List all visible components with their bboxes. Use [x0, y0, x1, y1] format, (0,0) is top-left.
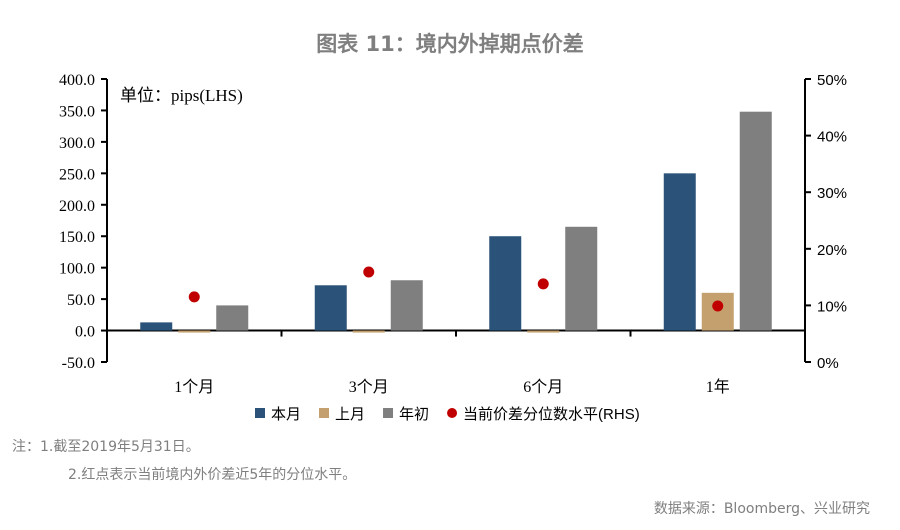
bar-年初-6个月: [565, 226, 598, 331]
category-label: 6个月: [523, 378, 563, 396]
dot-6个月: [537, 278, 549, 290]
legend-label: 当前价差分位数水平(RHS): [463, 406, 640, 423]
source-note: 数据来源：Bloomberg、兴业研究: [653, 501, 870, 517]
left-tick-label: 200.0: [59, 198, 95, 215]
bar-本月-1年: [663, 173, 696, 331]
legend-label: 本月: [271, 406, 301, 423]
right-tick-label: 40%: [817, 129, 847, 146]
bar-上月-1年: [701, 292, 734, 331]
left-tick-label: 250.0: [59, 166, 95, 183]
bar-上月-3个月: [352, 330, 385, 333]
bar-本月-1个月: [140, 322, 173, 331]
legend-marker: [319, 408, 330, 418]
category-label: 1个月: [174, 378, 214, 396]
note-1: 注：1.截至2019年5月31日。: [12, 439, 200, 455]
legend-label: 上月: [335, 406, 365, 423]
left-tick-label: 150.0: [59, 229, 95, 246]
bar-上月-6个月: [527, 330, 560, 333]
dot-1个月: [188, 291, 200, 303]
chart-title: 图表 11：境内外掉期点价差: [316, 32, 584, 56]
category-label: 1年: [706, 378, 730, 396]
left-tick-label: 350.0: [59, 103, 95, 120]
left-tick-label: -50.0: [62, 355, 95, 372]
left-tick-label: 400.0: [59, 72, 95, 89]
right-tick-label: 20%: [817, 242, 847, 259]
right-tick-label: 50%: [817, 72, 847, 89]
bar-本月-6个月: [489, 236, 522, 331]
bar-年初-1年: [739, 111, 772, 331]
legend-label: 年初: [399, 406, 429, 423]
legend-marker: [383, 408, 394, 418]
legend-marker: [255, 408, 265, 418]
bar-本月-3个月: [314, 285, 347, 331]
bar-年初-1个月: [216, 305, 249, 331]
unit-label: 单位：pips(LHS): [120, 86, 243, 105]
right-tick-label: 0%: [817, 355, 839, 372]
dot-3个月: [363, 266, 375, 278]
left-tick-label: 0.0: [75, 324, 95, 341]
category-label: 3个月: [349, 378, 389, 396]
bar-上月-1个月: [178, 330, 211, 333]
left-tick-label: 50.0: [67, 292, 95, 309]
right-tick-label: 30%: [817, 185, 847, 202]
left-tick-label: 300.0: [59, 135, 95, 152]
legend-marker: [447, 408, 458, 418]
right-tick-label: 10%: [817, 298, 847, 315]
left-tick-label: 100.0: [59, 261, 95, 278]
dot-1年: [712, 300, 724, 312]
bar-年初-3个月: [390, 280, 423, 331]
note-2: 2.红点表示当前境内外价差近5年的分位水平。: [68, 467, 357, 483]
